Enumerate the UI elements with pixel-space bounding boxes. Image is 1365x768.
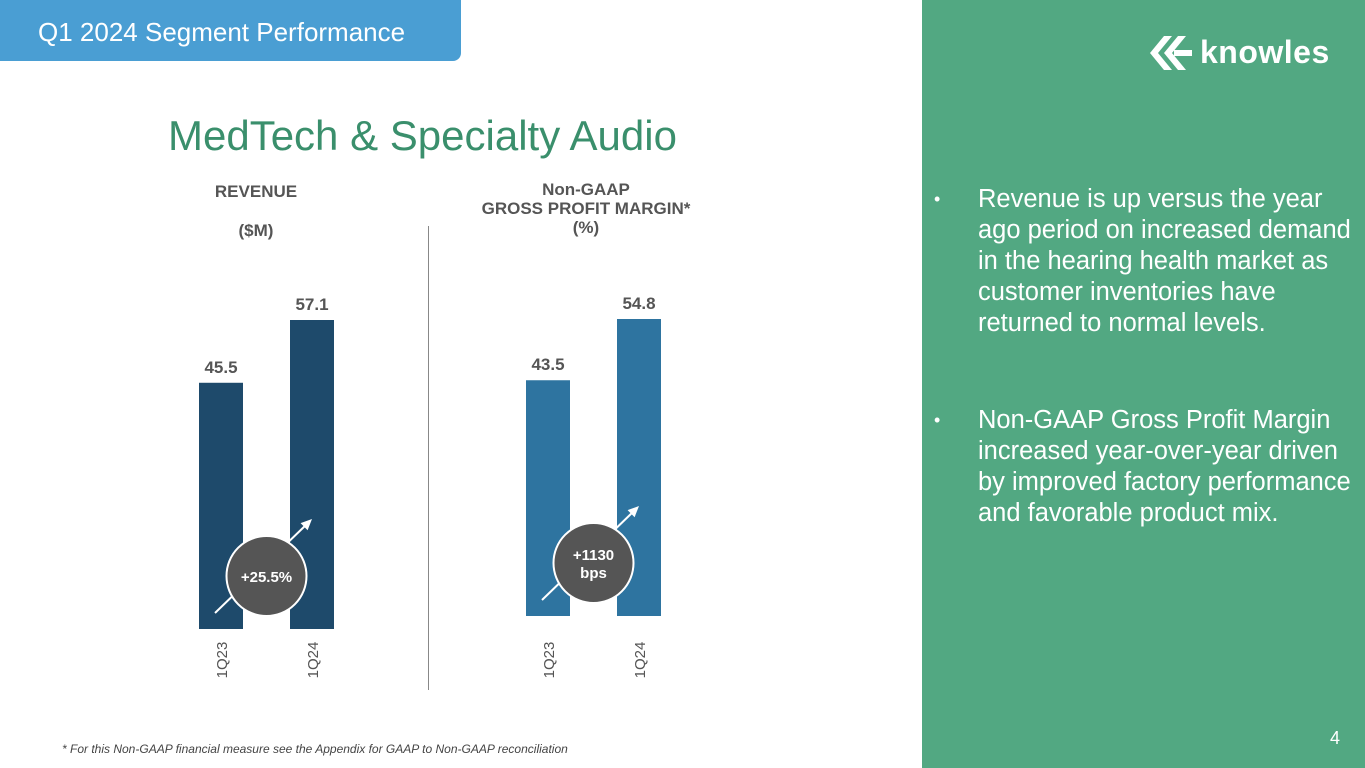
margin-value-label-1q24: 54.8 bbox=[622, 294, 655, 313]
revenue-value-label-1q24: 57.1 bbox=[295, 295, 328, 314]
revenue-growth-badge bbox=[225, 535, 308, 617]
footnote: * For this Non-GAAP financial measure se… bbox=[62, 742, 568, 756]
revenue-category-label-1q23: 1Q23 bbox=[214, 642, 231, 679]
revenue-growth-label: +25.5% bbox=[241, 569, 292, 586]
revenue-category-label-1q24: 1Q24 bbox=[305, 642, 322, 679]
revenue-chart-title: REVENUE bbox=[214, 182, 298, 201]
margin-chart: 43.5 54.8 +1130 bps 1Q23 1Q24 bbox=[526, 294, 661, 678]
margin-chart-title-line2: GROSS PROFIT MARGIN* bbox=[481, 199, 691, 218]
bullet-text: Revenue is up versus the year ago period… bbox=[978, 185, 1351, 337]
margin-growth-label-line2: bps bbox=[580, 565, 607, 582]
segment-charts: 45.5 57.1 +25.5% 1Q23 1Q24 43.5 54.8 +11… bbox=[199, 294, 661, 678]
margin-chart-title-line1: Non-GAAP bbox=[542, 180, 630, 199]
margin-category-label-1q24: 1Q24 bbox=[632, 642, 649, 679]
revenue-chart-unit: ($M) bbox=[238, 221, 274, 240]
margin-growth-label-line1: +1130 bbox=[573, 547, 614, 564]
summary-panel: knowles • Revenue is up versus the year … bbox=[922, 0, 1365, 768]
revenue-chart: 45.5 57.1 +25.5% 1Q23 1Q24 bbox=[199, 295, 334, 678]
section-header-tab: Q1 2024 Segment Performance bbox=[0, 0, 461, 61]
company-logo: knowles bbox=[1150, 34, 1330, 71]
knowles-logo-icon bbox=[1150, 35, 1192, 70]
bullet-text: Non-GAAP Gross Profit Margin increased y… bbox=[978, 406, 1351, 527]
chart-divider bbox=[428, 226, 429, 690]
slide-title: MedTech & Specialty Audio bbox=[168, 112, 677, 159]
bullet-marker: • bbox=[934, 189, 941, 209]
bullet-list: • Revenue is up versus the year ago peri… bbox=[934, 184, 1362, 595]
revenue-value-label-1q23: 45.5 bbox=[204, 358, 237, 377]
revenue-growth-arrowhead-icon bbox=[300, 519, 312, 531]
bullet-marker: • bbox=[934, 410, 941, 430]
logo-text: knowles bbox=[1200, 34, 1330, 70]
margin-value-label-1q23: 43.5 bbox=[531, 355, 564, 374]
bullet-item: • Revenue is up versus the year ago peri… bbox=[934, 184, 1362, 339]
margin-chart-unit: (%) bbox=[572, 218, 600, 237]
margin-growth-arrowhead-icon bbox=[627, 506, 639, 518]
margin-category-label-1q23: 1Q23 bbox=[541, 642, 558, 679]
margin-growth-badge bbox=[552, 522, 635, 604]
bullet-item: • Non-GAAP Gross Profit Margin increased… bbox=[934, 405, 1362, 529]
page-number: 4 bbox=[1330, 728, 1341, 748]
margin-chart-title: Non-GAAP GROSS PROFIT MARGIN* (%) bbox=[446, 180, 726, 237]
